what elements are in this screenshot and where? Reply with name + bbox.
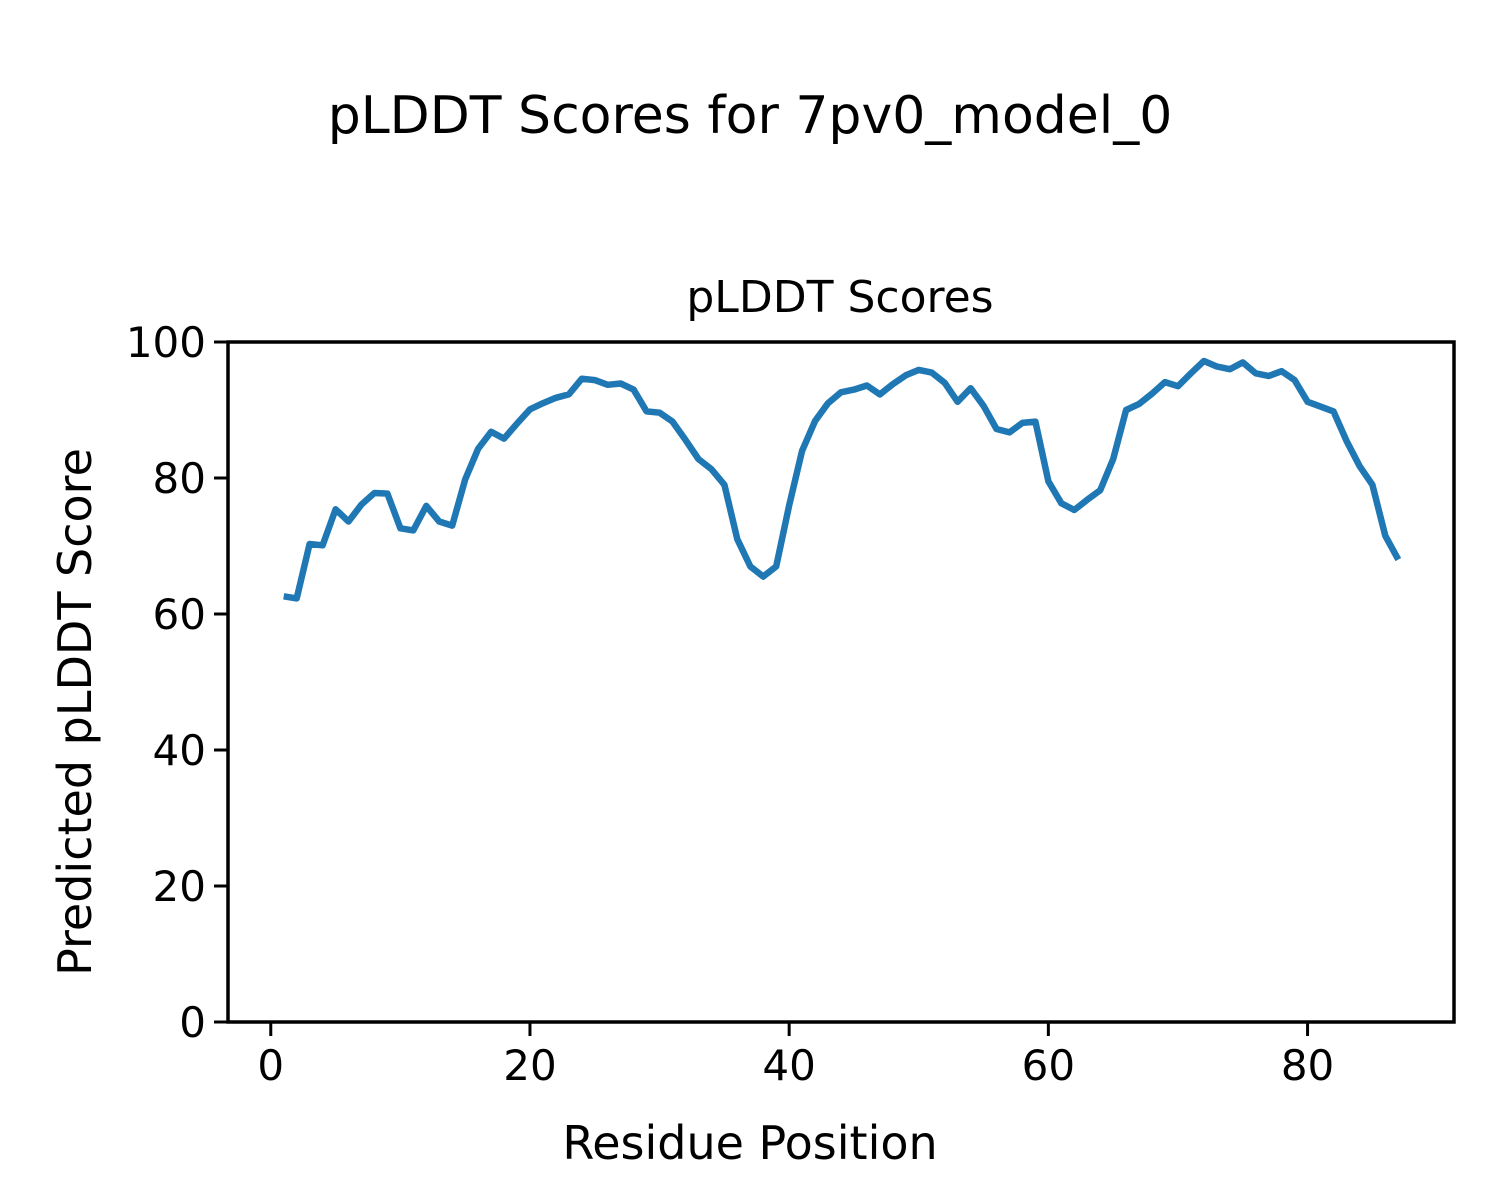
x-axis-label: Residue Position [562, 1116, 938, 1170]
y-tick-label: 0 [179, 998, 206, 1047]
x-tick-label: 40 [762, 1041, 815, 1090]
figure-suptitle: pLDDT Scores for 7pv0_model_0 [327, 86, 1173, 146]
y-axis-label: Predicted pLDDT Score [48, 448, 102, 976]
y-tick-label: 100 [126, 318, 206, 367]
axes-title: pLDDT Scores [686, 272, 994, 323]
plddt-line-series [283, 357, 1402, 602]
y-tick-label: 20 [153, 862, 206, 911]
x-tick-label: 80 [1281, 1041, 1334, 1090]
y-tick-label: 80 [153, 454, 206, 503]
y-tick-label: 40 [153, 726, 206, 775]
y-tick-label: 60 [153, 590, 206, 639]
x-tick-label: 0 [257, 1041, 284, 1090]
axes-frame [226, 340, 1456, 1024]
x-tick-label: 20 [503, 1041, 556, 1090]
x-tick-label: 60 [1022, 1041, 1075, 1090]
